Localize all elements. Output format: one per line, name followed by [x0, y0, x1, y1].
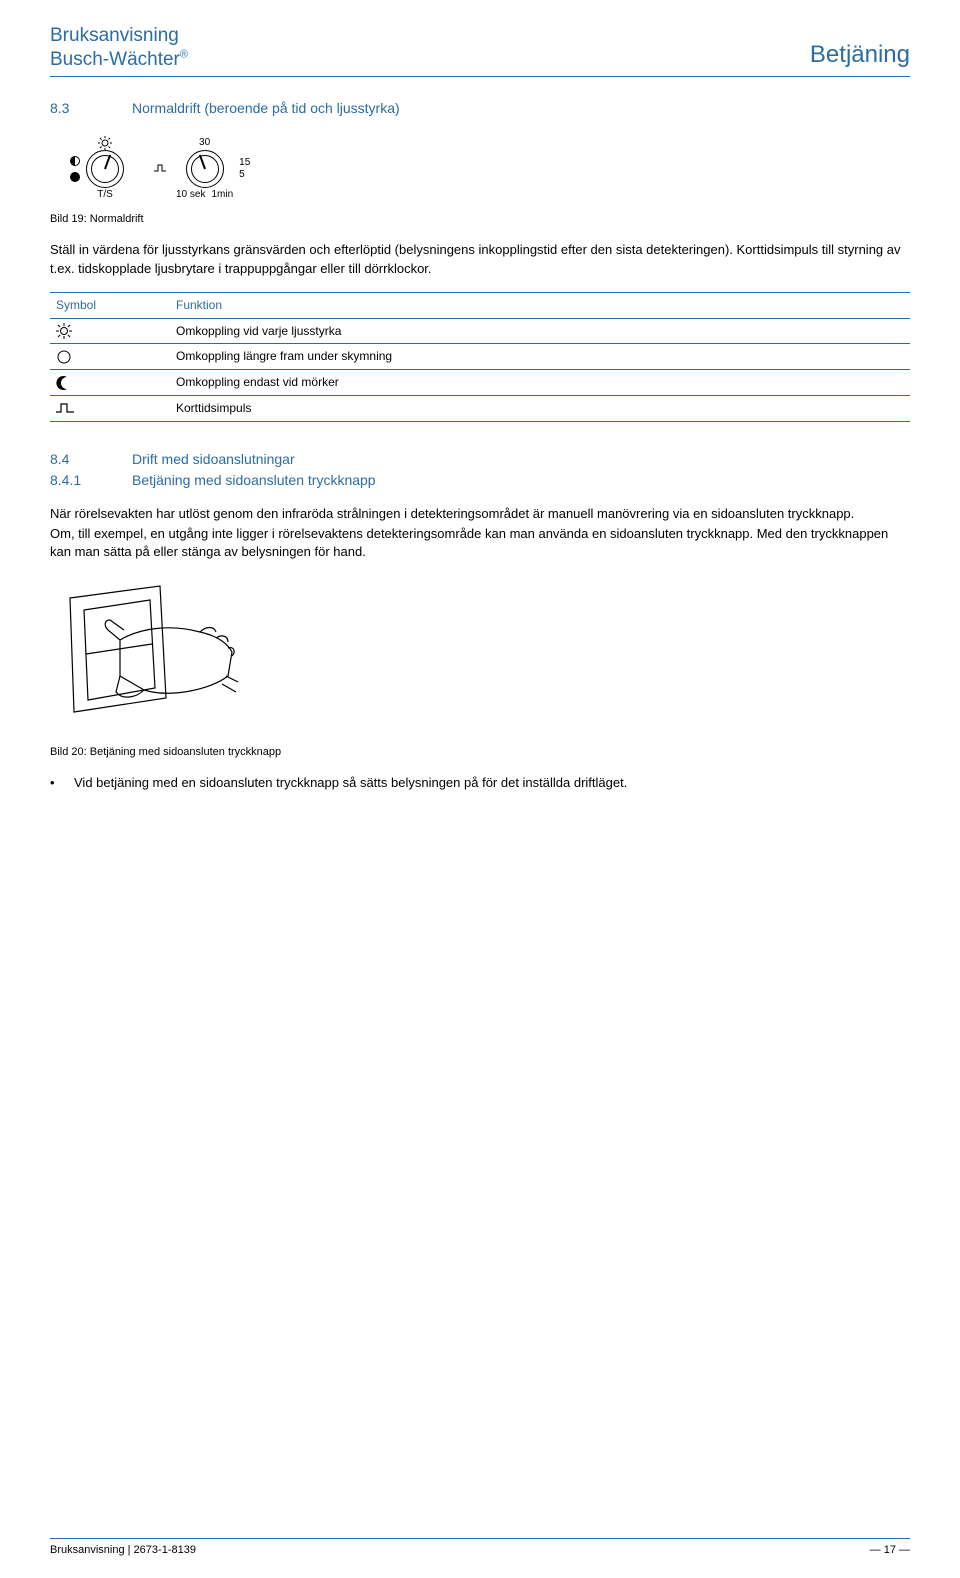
row4-symbol: [50, 396, 170, 422]
sun-icon: [98, 136, 112, 150]
header-line1: Bruksanvisning: [50, 25, 179, 46]
page-footer: Bruksanvisning | 2673-1-8139 — 17 —: [50, 1538, 910, 1558]
section-8-4-1-para-b: Om, till exempel, en utgång inte ligger …: [50, 525, 910, 561]
dial2-right-labels: 15 5: [239, 157, 250, 181]
dial-time: 30 10 sek 1min 15 5: [154, 136, 250, 202]
bullet-text: Vid betjäning med en sidoansluten tryckk…: [74, 774, 627, 792]
figure-19-dials: T/S 30 10 sek 1min 15 5: [70, 136, 910, 202]
section-8-4-1-heading: 8.4.1Betjäning med sidoansluten tryckkna…: [50, 471, 910, 491]
half-moon-icon: [70, 156, 80, 166]
row2-symbol: [50, 344, 170, 370]
full-moon-icon: [70, 172, 80, 182]
dial2-r1: 15: [239, 157, 250, 169]
symbol-function-table: Symbol Funktion Omkoppling vid varje lju…: [50, 292, 910, 422]
section-8-4-1-para-a: När rörelsevakten har utlöst genom den i…: [50, 505, 910, 523]
dial2-bl: 10 sek: [176, 188, 205, 202]
header-line2: Busch-Wächter: [50, 49, 180, 70]
dial1-knob: [86, 150, 124, 188]
figure-20-illustration: [50, 580, 910, 735]
footer-right: — 17 —: [870, 1543, 910, 1558]
dial2-top: 30: [199, 136, 210, 150]
table-head-function: Funktion: [170, 292, 910, 318]
bullet-item: • Vid betjäning med en sidoansluten tryc…: [50, 774, 910, 792]
registered-mark: ®: [180, 48, 188, 60]
section-8-4-1-title: Betjäning med sidoansluten tryckknapp: [132, 472, 376, 488]
section-8-3-heading: 8.3Normaldrift (beroende på tid och ljus…: [50, 99, 910, 119]
row2-func: Omkoppling längre fram under skymning: [170, 344, 910, 370]
dial-brightness: T/S: [70, 136, 124, 202]
header-right: Betjäning: [810, 38, 910, 72]
section-8-4-num: 8.4: [50, 450, 132, 470]
section-8-3-num: 8.3: [50, 99, 132, 119]
dial2-r2: 5: [239, 169, 250, 181]
section-8-3-paragraph: Ställ in värdena för ljusstyrkans gränsv…: [50, 241, 910, 277]
footer-left: Bruksanvisning | 2673-1-8139: [50, 1543, 196, 1558]
section-8-4-heading: 8.4Drift med sidoanslutningar: [50, 450, 910, 470]
figure-19-caption: Bild 19: Normaldrift: [50, 212, 910, 227]
pulse-icon: [154, 161, 170, 178]
section-8-4-1-num: 8.4.1: [50, 471, 132, 491]
table-head-symbol: Symbol: [50, 292, 170, 318]
row3-func: Omkoppling endast vid mörker: [170, 370, 910, 396]
section-8-3-title: Normaldrift (beroende på tid och ljussty…: [132, 100, 400, 116]
header-left: Bruksanvisning Busch-Wächter®: [50, 24, 188, 72]
figure-20-caption: Bild 20: Betjäning med sidoansluten tryc…: [50, 745, 910, 760]
section-8-4-title: Drift med sidoanslutningar: [132, 451, 295, 467]
dial1-left-icons: [70, 156, 80, 182]
row1-func: Omkoppling vid varje ljusstyrka: [170, 318, 910, 344]
dial2-br: 1min: [211, 188, 233, 202]
bullet-dot: •: [50, 774, 64, 792]
dial2-knob: [186, 150, 224, 188]
page-header: Bruksanvisning Busch-Wächter® Betjäning: [50, 24, 910, 77]
page: Bruksanvisning Busch-Wächter® Betjäning …: [0, 0, 960, 1578]
dial1-ts-label: T/S: [97, 188, 113, 202]
row1-symbol: [50, 318, 170, 344]
row4-func: Korttidsimpuls: [170, 396, 910, 422]
row3-symbol: [50, 370, 170, 396]
